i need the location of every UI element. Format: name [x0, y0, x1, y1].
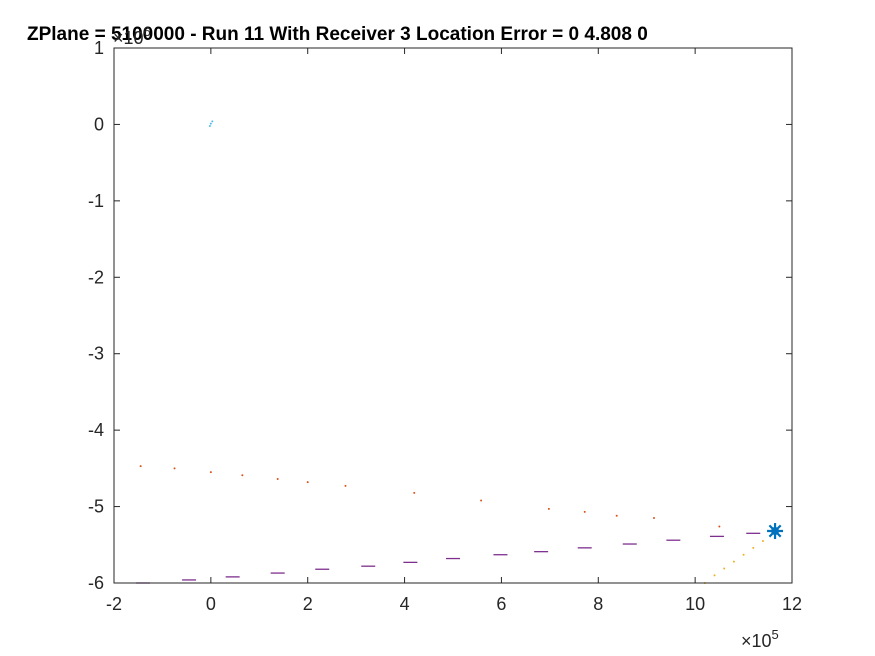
data-point [413, 491, 416, 494]
data-point [276, 478, 279, 481]
data-point [241, 474, 244, 477]
plot-area [114, 48, 792, 583]
data-point [209, 471, 212, 474]
x-tick-label: 6 [496, 594, 506, 614]
series-5 [767, 523, 784, 540]
chart-marks [136, 120, 784, 584]
plot-frame [113, 47, 793, 584]
data-point [139, 465, 142, 468]
y-tick-label: 0 [94, 114, 104, 134]
x-axis: -2 0 2 4 6 8 10 12 [106, 48, 802, 614]
data-point [761, 539, 764, 542]
data-point [615, 514, 618, 517]
x-exponent-label: ×105 [741, 627, 779, 651]
data-point [732, 560, 735, 563]
x-tick-label: 0 [206, 594, 216, 614]
data-point [211, 120, 214, 123]
y-tick-label: 1 [94, 38, 104, 58]
data-point [767, 523, 784, 540]
data-point [583, 510, 586, 513]
data-point [752, 546, 755, 549]
y-tick-label: -3 [88, 344, 104, 364]
y-tick-label: -4 [88, 420, 104, 440]
y-tick-label: -6 [88, 573, 104, 593]
data-point [718, 525, 721, 528]
data-point [480, 499, 483, 502]
chart-title: ZPlane = 5100000 - Run 11 With Receiver … [27, 24, 648, 45]
x-tick-label: -2 [106, 594, 122, 614]
y-tick-label: -2 [88, 267, 104, 287]
data-point [652, 517, 655, 520]
y-exponent-label: ×106 [113, 24, 151, 48]
x-tick-label: 12 [782, 594, 802, 614]
data-point [723, 567, 726, 570]
data-point [173, 467, 176, 470]
data-point [306, 481, 309, 484]
y-axis: 1 0 -1 -2 -3 -4 -5 -6 [88, 38, 792, 593]
data-point [713, 574, 716, 577]
series-2 [139, 465, 721, 528]
y-tick-label: -5 [88, 497, 104, 517]
x-tick-label: 10 [685, 594, 705, 614]
data-point [547, 507, 550, 510]
y-tick-label: -1 [88, 191, 104, 211]
x-tick-label: 4 [400, 594, 410, 614]
series-4 [208, 120, 214, 127]
data-point [344, 484, 347, 487]
x-tick-label: 2 [303, 594, 313, 614]
data-point [209, 122, 212, 125]
data-point [208, 124, 211, 127]
series-1 [136, 532, 761, 584]
data-point [742, 553, 745, 556]
x-tick-label: 8 [593, 594, 603, 614]
